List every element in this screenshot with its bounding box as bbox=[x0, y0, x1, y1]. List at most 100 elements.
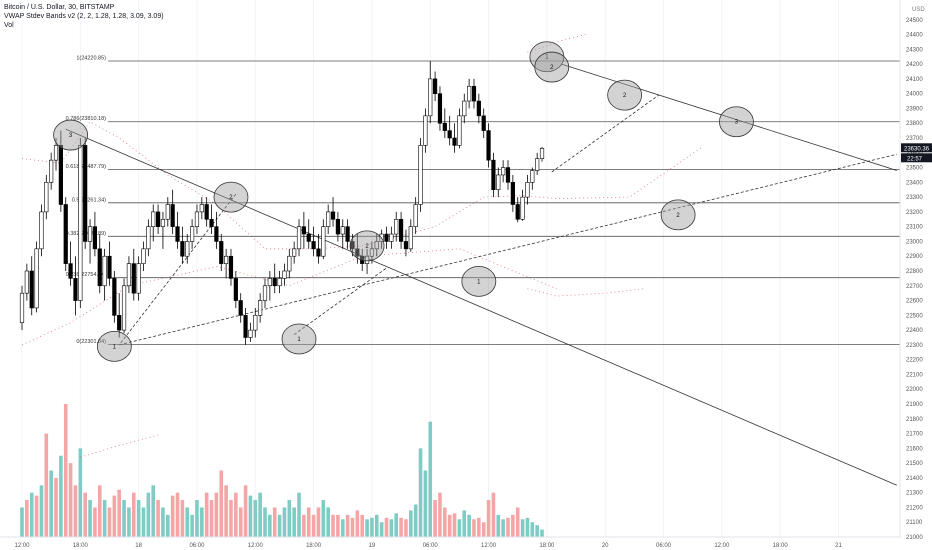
pattern-circle bbox=[213, 181, 249, 213]
volume-bar bbox=[462, 510, 467, 537]
candle-body bbox=[340, 226, 345, 235]
candle-body bbox=[19, 292, 25, 324]
volume-bar bbox=[365, 519, 369, 537]
volume-bar bbox=[83, 492, 87, 537]
volume-bar bbox=[59, 455, 63, 537]
legend-indicator[interactable]: VWAP Stdev Bands v2 (2, 2, 1.28, 1.28, 3… bbox=[4, 13, 164, 20]
price-tick-label: 21100 bbox=[906, 520, 923, 526]
price-tick-label: 21200 bbox=[906, 505, 923, 511]
candle-body bbox=[530, 170, 535, 183]
volume-bar bbox=[39, 485, 44, 537]
price-tick-label: 22600 bbox=[906, 299, 923, 305]
vwap-band-lower-2 bbox=[527, 288, 645, 297]
candle-body bbox=[87, 226, 93, 242]
time-axis[interactable]: 12:00 18:00 18 06:00 12:00 18:00 19 06:00 12:00 1… bbox=[0, 536, 900, 549]
volume-bar bbox=[316, 507, 321, 537]
price-axis[interactable]: 21000 21100 21200 21300 21400 21500 21600 21700… bbox=[899, 0, 932, 541]
candle-body bbox=[428, 78, 433, 117]
candle-body bbox=[24, 270, 29, 294]
volume-bar bbox=[73, 485, 78, 537]
volume-bar bbox=[297, 492, 301, 537]
candle-body bbox=[326, 211, 331, 227]
candle-body bbox=[258, 300, 263, 316]
candle-body bbox=[63, 204, 68, 264]
volume-bar bbox=[112, 495, 117, 537]
volume-bar bbox=[268, 514, 272, 537]
candle-body bbox=[501, 167, 506, 176]
price-tick-label: 24200 bbox=[906, 62, 923, 68]
candle-body bbox=[447, 130, 452, 139]
volume-bar bbox=[170, 495, 175, 537]
fib-levels: 1(24220.85)0.786(23810.18)0.618(23487.79… bbox=[66, 56, 900, 345]
volume-bar bbox=[540, 529, 544, 537]
candle-body bbox=[107, 255, 112, 279]
price-tick-label: 22000 bbox=[906, 387, 923, 393]
grid bbox=[21, 0, 839, 537]
candle-body bbox=[345, 226, 350, 242]
candle-body bbox=[423, 115, 428, 146]
volume-bar bbox=[204, 492, 209, 537]
volume-bar bbox=[394, 513, 399, 537]
price-tick-label: 21000 bbox=[906, 535, 923, 541]
candle-body bbox=[457, 115, 462, 146]
volume-bar bbox=[258, 492, 262, 537]
volume-bar bbox=[234, 492, 238, 537]
volume-bar bbox=[360, 514, 364, 537]
volume-bar bbox=[331, 514, 335, 537]
candle-body bbox=[282, 270, 287, 279]
volume-bar bbox=[272, 507, 277, 537]
time-tick-label: 12:00 bbox=[248, 543, 264, 549]
time-tick-label: 06:00 bbox=[656, 543, 672, 549]
price-tick-label: 22200 bbox=[906, 358, 923, 364]
volume-bar bbox=[243, 485, 248, 537]
candle-body bbox=[306, 233, 311, 242]
time-tick-label: 12:00 bbox=[481, 543, 497, 549]
volume-bar bbox=[141, 507, 146, 537]
candle-body bbox=[539, 148, 545, 159]
candle-body bbox=[238, 300, 243, 316]
candle-body bbox=[126, 263, 132, 287]
candle-body bbox=[330, 211, 336, 220]
volume-bar bbox=[209, 500, 214, 537]
volume-bar bbox=[389, 519, 394, 537]
candle-body bbox=[78, 145, 83, 301]
price-tick-label: 24000 bbox=[906, 92, 923, 98]
price-tick-label: 22400 bbox=[906, 328, 923, 334]
candle-body bbox=[403, 241, 409, 250]
candle-body bbox=[418, 145, 423, 205]
volume-bar bbox=[224, 485, 228, 537]
volume-bar bbox=[25, 500, 29, 537]
candle-body bbox=[146, 226, 151, 250]
volume-bar bbox=[156, 500, 160, 537]
volume-bar bbox=[520, 519, 525, 537]
candle-body bbox=[267, 278, 272, 287]
volume-bar bbox=[195, 500, 199, 537]
legend: Bitcoin / U.S. Dollar, 30, BITSTAMP VWAP… bbox=[4, 3, 164, 30]
candle-body bbox=[398, 218, 404, 242]
time-tick-label: 18:00 bbox=[306, 543, 322, 549]
vwap-band-lower bbox=[21, 248, 557, 346]
candle-body bbox=[155, 211, 161, 227]
volume-bar bbox=[136, 500, 141, 537]
volume-bar bbox=[34, 495, 39, 537]
candle-body bbox=[136, 263, 141, 294]
volume-bar bbox=[443, 507, 447, 537]
candle-body bbox=[535, 158, 540, 171]
legend-symbol[interactable]: Bitcoin / U.S. Dollar, 30, BITSTAMP bbox=[4, 4, 115, 11]
countdown-label: 22:57 bbox=[907, 156, 923, 162]
candle-body bbox=[175, 226, 180, 242]
volume-bar bbox=[93, 507, 97, 537]
volume-bar bbox=[151, 485, 156, 537]
volume-bar bbox=[68, 463, 73, 537]
volume-bar bbox=[467, 514, 471, 537]
volume-bar bbox=[336, 514, 340, 537]
candle-body bbox=[301, 226, 306, 235]
time-tick-label: 06:00 bbox=[423, 543, 439, 549]
volume-bar bbox=[29, 492, 34, 537]
candle-body bbox=[462, 100, 467, 117]
volume-bar bbox=[501, 519, 505, 537]
candle-body bbox=[413, 204, 418, 227]
volume-bar bbox=[496, 514, 501, 537]
legend-volume[interactable]: Vol bbox=[4, 22, 14, 29]
